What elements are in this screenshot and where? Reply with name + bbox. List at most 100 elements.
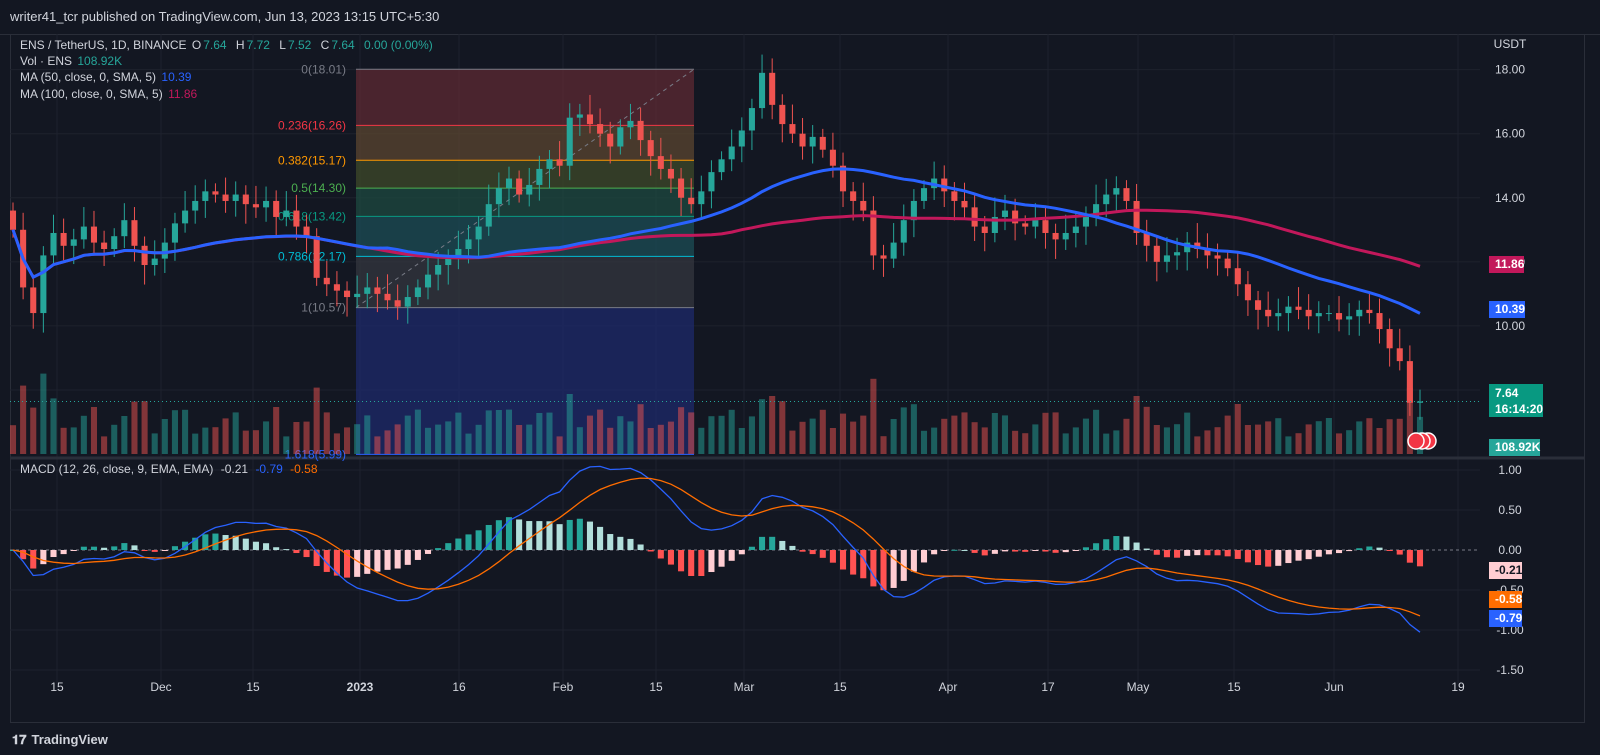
symbol-name[interactable]: ENS / TetherUS, 1D, BINANCE <box>20 38 187 52</box>
macd-axis-tick: 0.50 <box>1498 503 1522 517</box>
volume-bar <box>839 413 847 454</box>
candle-body <box>404 297 411 307</box>
volume-bar <box>1376 428 1383 454</box>
time-axis-tick: 17 <box>1041 680 1055 694</box>
macd-axis-tick: 0.00 <box>1498 543 1522 557</box>
volume-bar <box>738 428 745 454</box>
candle-body <box>50 232 57 256</box>
macd-hist-bar <box>222 535 229 550</box>
volume-bar <box>1356 421 1363 454</box>
candle-body <box>202 191 209 201</box>
candle-body <box>30 287 37 314</box>
volume-bar <box>50 398 57 454</box>
macd-hist-bar <box>718 550 725 567</box>
macd-hist-bar <box>1265 550 1272 567</box>
macd-hist-bar <box>607 534 614 550</box>
macd-hist-bar <box>1295 550 1302 561</box>
volume-bar <box>171 410 178 454</box>
time-axis-tick: 19 <box>1451 680 1465 694</box>
volume-bar <box>70 427 77 454</box>
candle-body <box>1032 220 1039 227</box>
macd-hist-bar <box>283 549 290 551</box>
candle-body <box>627 120 634 128</box>
candle-body <box>121 220 128 237</box>
candle-body <box>1234 268 1241 285</box>
volume-bar <box>667 421 674 454</box>
macd-hist-bar <box>1052 550 1059 553</box>
volume-bar <box>455 412 462 454</box>
candle-body <box>688 197 695 205</box>
volume-bar <box>1022 433 1029 454</box>
candle-body <box>1416 401 1424 403</box>
volume-bar <box>1335 433 1343 454</box>
volume-bar <box>759 399 766 454</box>
volume-bar <box>809 418 816 454</box>
macd-label[interactable]: MACD (12, 26, close, 9, EMA, EMA) <box>20 462 214 476</box>
volume-bar <box>111 424 118 454</box>
volume-bar <box>1325 418 1332 454</box>
macd-hist-bar <box>263 543 270 550</box>
candle-body <box>60 232 67 246</box>
macd-hist-bar <box>698 550 705 577</box>
volume-bar <box>1012 430 1019 454</box>
candle-body <box>1346 316 1353 320</box>
macd-hist-bar <box>1224 550 1231 557</box>
macd-hist-bar <box>1285 550 1292 564</box>
candle-body <box>222 194 229 201</box>
volume-bar <box>1143 406 1150 454</box>
candle-body <box>890 242 897 259</box>
candle-body <box>1315 313 1322 317</box>
candle-body <box>1133 200 1140 233</box>
volume-bar <box>981 427 988 454</box>
macd-signal-tag: -0.58 <box>1489 591 1523 608</box>
candle-body <box>789 124 796 134</box>
candle-body <box>374 287 381 294</box>
candle-body <box>1174 252 1181 256</box>
volume-bar <box>1315 421 1322 454</box>
macd-signal-value: -0.58 <box>290 462 318 476</box>
volume-label[interactable]: Vol · ENS <box>20 54 73 68</box>
volume-bar <box>384 430 391 454</box>
candle-body <box>40 255 47 314</box>
candle-body <box>1325 313 1332 315</box>
macd-hist-bar <box>1305 550 1312 560</box>
volume-bar <box>313 387 320 454</box>
volume-bar <box>80 415 87 454</box>
ma100-price-tag: 11.86 <box>1489 256 1525 273</box>
candle-body <box>809 136 816 147</box>
macd-hist-bar <box>90 546 98 550</box>
ma100-label[interactable]: MA (100, close, 0, SMA, 5) <box>20 87 163 101</box>
candle-body <box>495 188 502 205</box>
macd-hist-bar <box>799 550 806 552</box>
volume-bar <box>617 416 624 454</box>
bar-countdown: 16:14:20 <box>1495 402 1544 416</box>
tradingview-logo[interactable]: 𝟏𝟕 TradingView <box>12 732 108 748</box>
chart-canvas[interactable]: 0(18.01) 0.236(16.26) 0.382(15.17) 0.5(14.3… <box>10 34 1585 723</box>
macd-hist-bar <box>1163 550 1170 558</box>
macd-hist-bar <box>951 549 958 551</box>
fib-level-label: 0.5(14.30) <box>291 181 346 195</box>
volume-value: 108.92K <box>77 54 123 68</box>
macd-hist-bar <box>617 536 624 550</box>
candle-body <box>354 293 361 298</box>
macd-hist-bar <box>809 550 816 555</box>
volume-bar <box>1103 433 1110 454</box>
macd-hist-bar <box>1042 550 1049 552</box>
macd-hist-bar <box>688 550 695 576</box>
macd-hist-bar <box>1143 548 1150 550</box>
volume-bar <box>1255 424 1262 454</box>
candle-body <box>1335 313 1343 320</box>
volume-bar <box>354 424 361 454</box>
macd-hist-bar <box>1184 550 1191 556</box>
ma50-label[interactable]: MA (50, close, 0, SMA, 5) <box>20 70 157 84</box>
macd-hist-bar <box>505 517 513 550</box>
volume-bar <box>343 427 351 454</box>
event-markers <box>1407 432 1437 450</box>
last-price-tag: 7.64 16:14:20 <box>1489 384 1544 417</box>
price-axis-tick: 18.00 <box>1495 63 1525 77</box>
candle-body <box>546 159 553 169</box>
macd-hist-bar <box>30 550 37 569</box>
candle-body <box>171 223 178 243</box>
macd-hist-bar <box>1386 550 1393 552</box>
candle-body <box>637 120 644 141</box>
